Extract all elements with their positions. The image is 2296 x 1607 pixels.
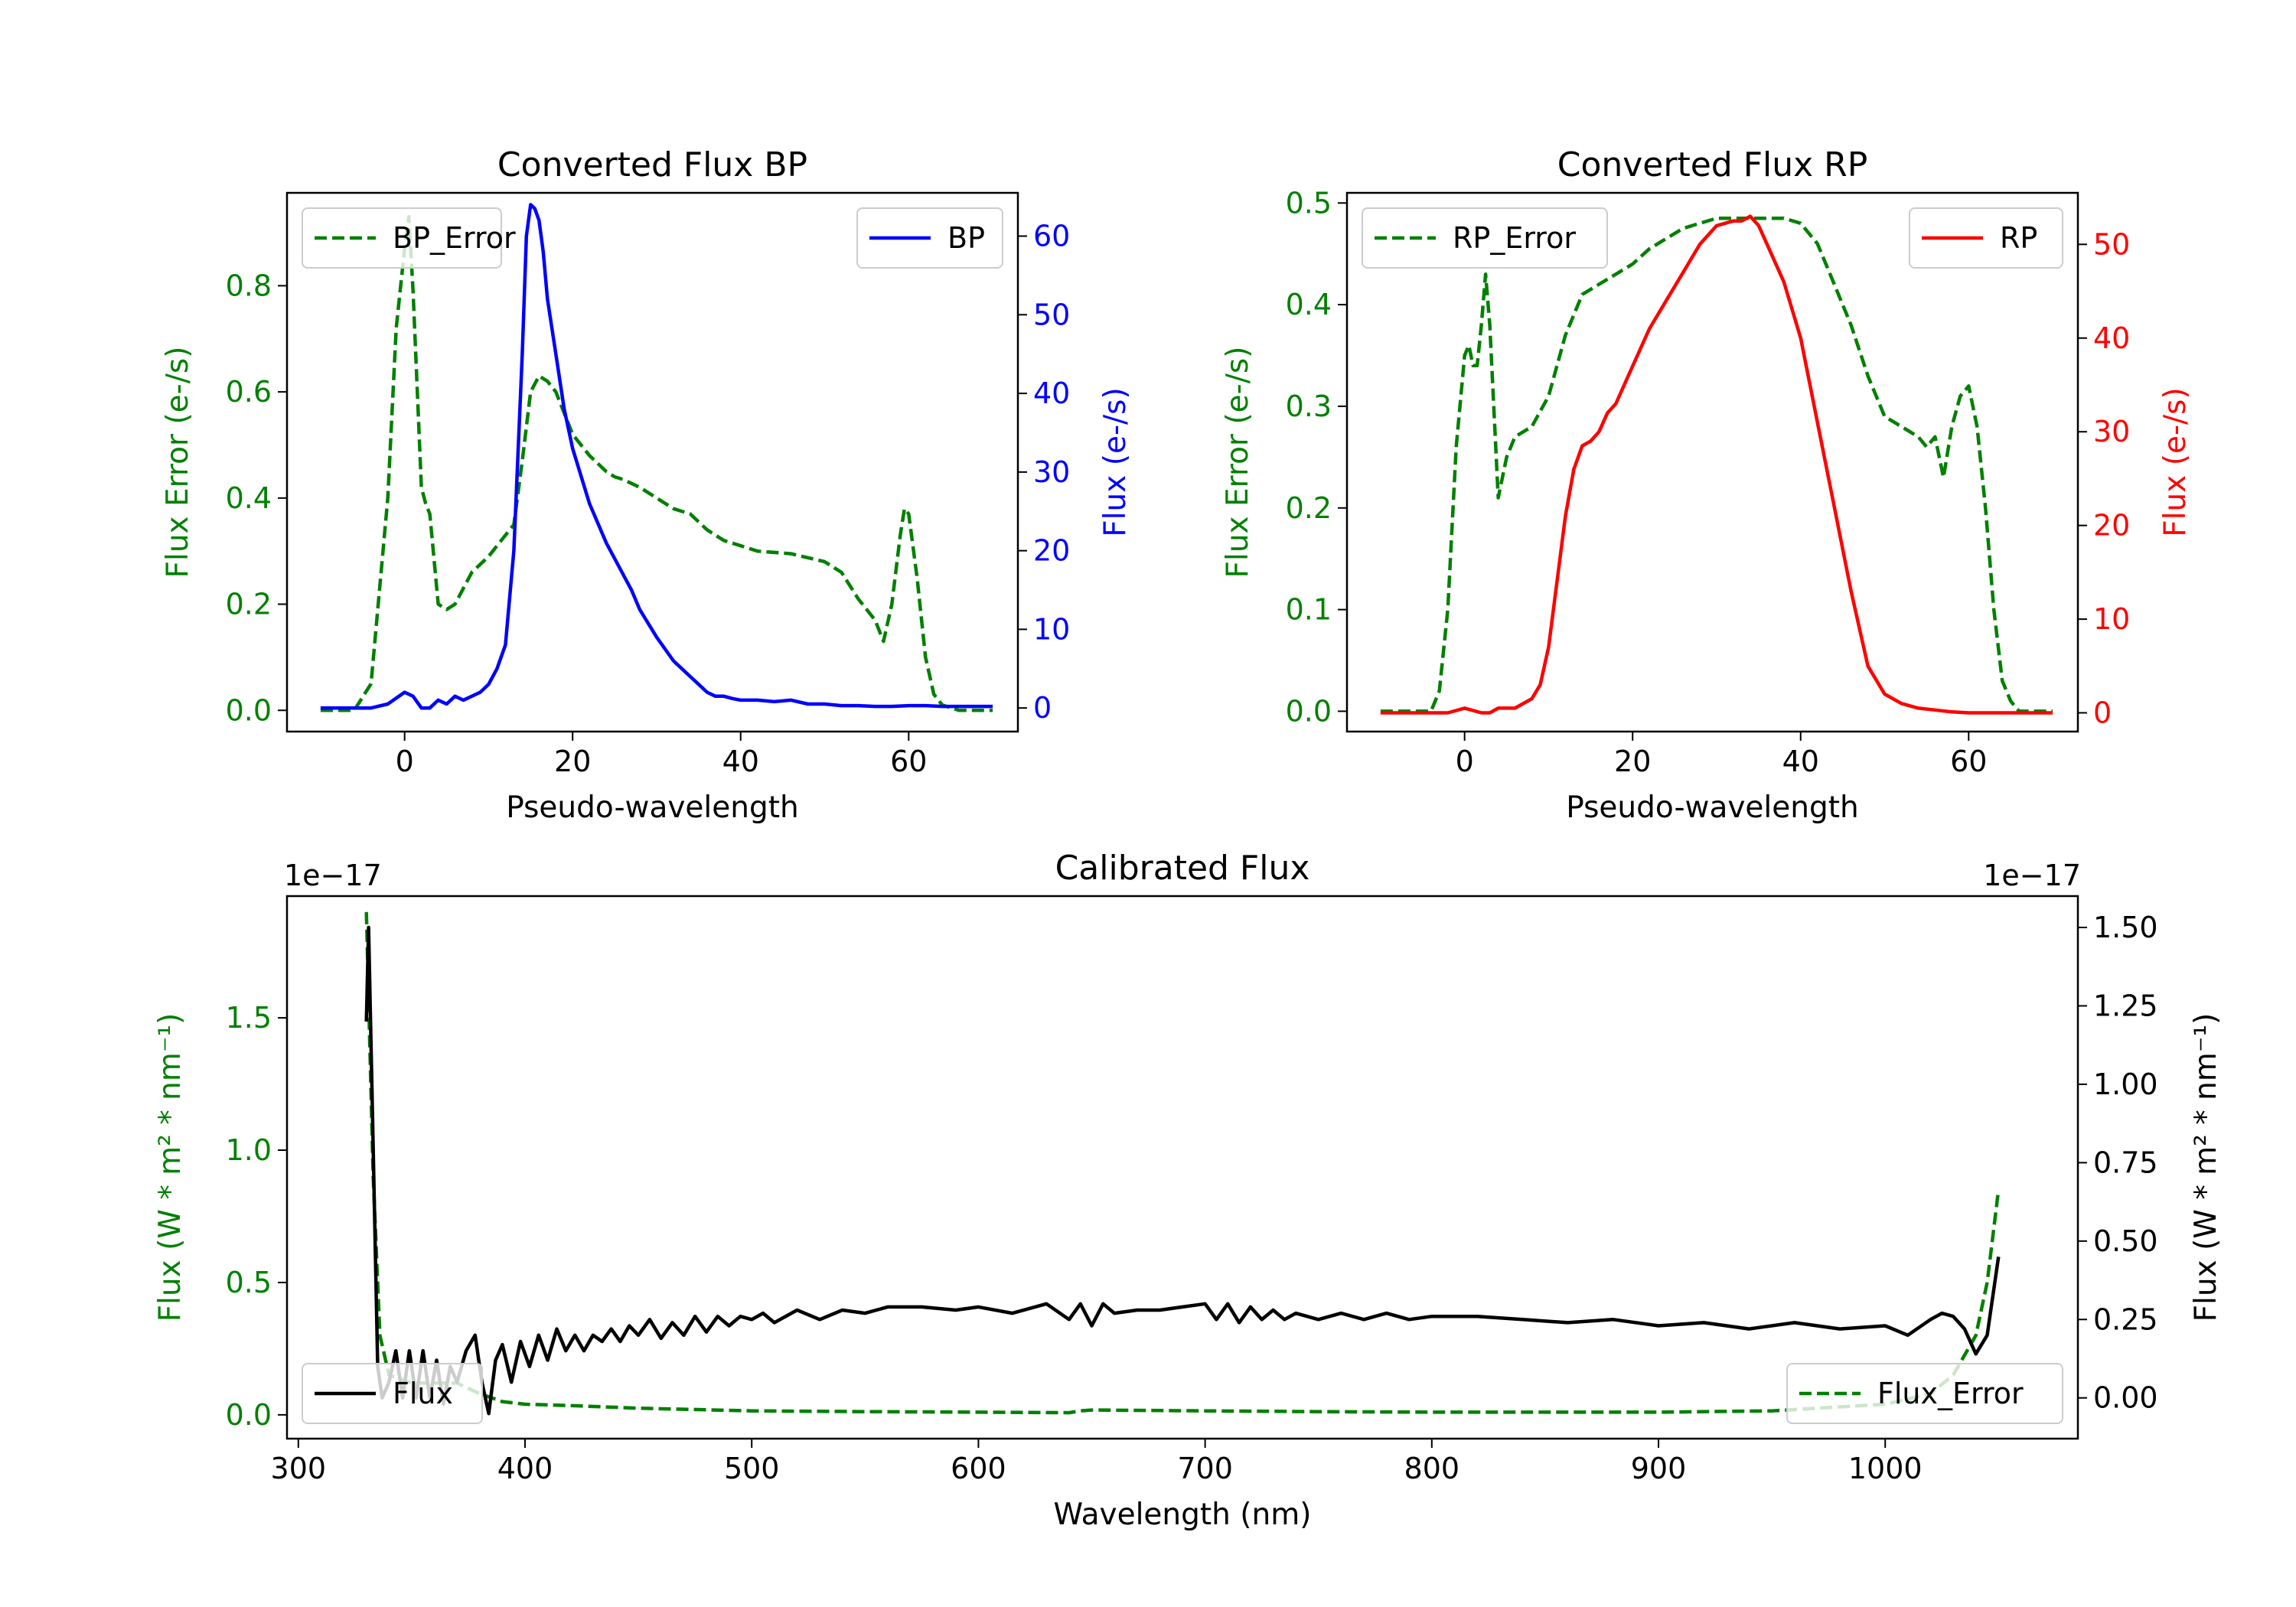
cal-right-tick-label: 0.50 (2093, 1224, 2158, 1258)
bp-left-tick-label: 0.0 (226, 693, 272, 727)
rp-right-tick-label: 50 (2093, 227, 2130, 261)
bp-left-tick-label: 0.2 (226, 588, 272, 621)
bp-left-axis-label: Flux Error (e-/s) (161, 347, 195, 579)
bp-right-tick-label: 40 (1033, 376, 1070, 410)
cal-x-tick-label: 800 (1404, 1452, 1460, 1485)
bp-x-axis-label: Pseudo-wavelength (506, 790, 798, 825)
cal-right-axis-label: Flux (W * m² * nm⁻¹) (2189, 1013, 2223, 1322)
bp-plot-frame (285, 191, 1019, 733)
cal-right-tick-label: 1.50 (2093, 911, 2158, 944)
legend-label: Flux_Error (1877, 1377, 2024, 1410)
bp-left-tick-label: 0.6 (226, 375, 272, 409)
cal-plot-frame (285, 895, 2079, 1440)
rp-series-rp (1380, 214, 2053, 715)
cal-title: Calibrated Flux (1055, 849, 1310, 888)
rp-right-tick-label: 10 (2093, 602, 2130, 636)
cal-chart: 300 400 500 600 700 800 900 1000 0.0 0.5 1.0 1.5 0.0… (153, 849, 2223, 1532)
rp-right-tick-label: 20 (2093, 509, 2130, 543)
legend-box (1786, 1363, 2063, 1424)
legend-box (302, 207, 502, 269)
legend-label: RP (2000, 221, 2037, 255)
cal-right-scale-label: 1e−17 (1983, 859, 2081, 892)
rp-x-tick-label: 60 (1950, 745, 1987, 778)
bp-right-tick-label: 60 (1033, 220, 1070, 253)
bp-right-tick-label: 30 (1033, 455, 1070, 489)
bp-series-bp-error (320, 214, 993, 712)
bp-left-tick-label: 0.8 (226, 269, 272, 302)
legend-box (302, 1363, 483, 1424)
cal-legend-flux-error: Flux_Error (1786, 1363, 2063, 1424)
bp-right-axis-label: Flux (e-/s) (1098, 387, 1133, 536)
legend-label: RP_Error (1453, 221, 1576, 255)
cal-left-tick-label: 0.5 (226, 1266, 272, 1299)
cal-left-tick-label: 0.0 (226, 1398, 272, 1432)
rp-right-tick-label: 40 (2093, 321, 2130, 355)
cal-right-tick-label: 0.25 (2093, 1302, 2158, 1336)
bp-right-tick-label: 50 (1033, 298, 1070, 331)
rp-series-rp-error (1380, 216, 2053, 713)
bp-right-tick-label: 20 (1033, 534, 1070, 568)
cal-x-tick-label: 1000 (1848, 1452, 1923, 1485)
bp-title: Converted Flux BP (497, 145, 807, 184)
legend-box (1362, 207, 1608, 269)
cal-left-axis-label: Flux (W * m² * nm⁻¹) (153, 1013, 188, 1322)
bp-x-tick-label: 40 (722, 745, 759, 778)
bp-right-tick-label: 10 (1033, 612, 1070, 646)
cal-left-scale-label: 1e−17 (284, 859, 382, 892)
rp-right-axis-label: Flux (e-/s) (2158, 387, 2193, 536)
rp-legend-rp: RP (1909, 207, 2063, 269)
cal-legend-flux: Flux (302, 1363, 483, 1424)
rp-title: Converted Flux RP (1557, 145, 1868, 184)
bp-x-tick-label: 60 (890, 745, 927, 778)
rp-x-tick-label: 40 (1782, 745, 1819, 778)
cal-x-tick-label: 600 (951, 1452, 1006, 1485)
legend-label: BP (947, 221, 985, 255)
bp-legend-bp: BP (856, 207, 1003, 269)
cal-series-flux (364, 925, 2001, 1416)
cal-right-tick-label: 1.25 (2093, 989, 2158, 1022)
rp-plot-frame (1345, 191, 2079, 733)
cal-x-tick-label: 400 (497, 1452, 553, 1485)
rp-chart: 0 20 40 60 0.0 0.1 0.2 0.3 0.4 0.5 0 10 20 30 40 50 Conv… (1221, 145, 2193, 825)
rp-right-tick-label: 0 (2093, 696, 2112, 730)
bp-series-bp (320, 203, 993, 710)
rp-x-axis-label: Pseudo-wavelength (1566, 790, 1858, 825)
cal-x-tick-label: 700 (1177, 1452, 1233, 1485)
bp-left-tick-label: 0.4 (226, 481, 272, 515)
bp-right-tick-label: 0 (1033, 691, 1052, 725)
cal-x-axis-label: Wavelength (nm) (1054, 1498, 1312, 1532)
bp-x-tick-label: 20 (554, 745, 591, 778)
cal-right-tick-label: 0.00 (2093, 1381, 2158, 1415)
cal-x-tick-label: 900 (1631, 1452, 1687, 1485)
rp-left-tick-label: 0.5 (1286, 186, 1332, 220)
bp-x-tick-label: 0 (396, 745, 414, 778)
rp-left-axis-label: Flux Error (e-/s) (1221, 347, 1255, 579)
rp-left-tick-label: 0.3 (1286, 390, 1332, 423)
rp-x-tick-label: 20 (1614, 745, 1651, 778)
cal-left-tick-label: 1.5 (226, 1001, 272, 1035)
rp-left-tick-label: 0.1 (1286, 593, 1332, 627)
cal-x-tick-label: 500 (724, 1452, 780, 1485)
bp-legend-bp-error: BP_Error (302, 207, 516, 269)
cal-right-tick-label: 0.75 (2093, 1146, 2158, 1179)
cal-left-tick-label: 1.0 (226, 1133, 272, 1167)
legend-label: Flux (393, 1377, 453, 1410)
cal-right-tick-label: 1.00 (2093, 1068, 2158, 1101)
legend-label: BP_Error (393, 221, 516, 255)
bp-chart: 0 20 40 60 0.0 0.2 0.4 0.6 0.8 0 10 20 30 40 50 60 Conve… (161, 145, 1133, 825)
rp-left-tick-label: 0.2 (1286, 491, 1332, 525)
cal-x-tick-label: 300 (271, 1452, 327, 1485)
rp-left-tick-label: 0.4 (1286, 288, 1332, 321)
rp-legend-rp-error: RP_Error (1362, 207, 1608, 269)
rp-right-tick-label: 30 (2093, 415, 2130, 448)
cal-series-flux-error (364, 911, 2001, 1415)
rp-left-tick-label: 0.0 (1286, 694, 1332, 728)
legend-box (1909, 207, 2063, 269)
rp-x-tick-label: 0 (1456, 745, 1474, 778)
